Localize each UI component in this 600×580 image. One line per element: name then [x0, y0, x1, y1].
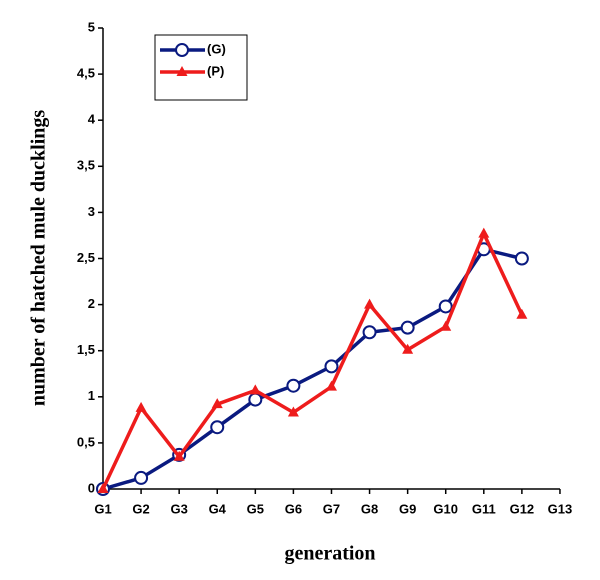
x-tick-label: G2 — [132, 501, 149, 516]
point — [438, 299, 453, 314]
x-tick-label: G9 — [399, 501, 416, 516]
y-tick-label: 1,5 — [77, 342, 95, 357]
point — [134, 470, 149, 485]
point — [440, 320, 452, 331]
legend-label: (G) — [207, 41, 226, 56]
point — [175, 43, 189, 57]
point — [400, 320, 415, 335]
point — [249, 384, 261, 395]
x-tick-label: G1 — [94, 501, 111, 516]
x-tick-label: G11 — [472, 501, 496, 516]
point — [364, 298, 376, 309]
legend-label: (P) — [207, 63, 224, 78]
y-tick-label: 0,5 — [77, 434, 95, 449]
point — [97, 483, 109, 493]
point — [516, 308, 528, 319]
y-tick-label: 4 — [88, 112, 96, 127]
x-axis-label: generation — [284, 543, 375, 565]
point — [211, 398, 223, 409]
series-line — [101, 231, 524, 490]
y-tick-label: 0 — [88, 480, 95, 495]
point — [514, 251, 529, 266]
point — [325, 380, 337, 391]
point — [210, 420, 225, 435]
y-tick-label: 3 — [88, 204, 95, 219]
y-tick-label: 2 — [88, 296, 95, 311]
x-tick-label: G6 — [285, 501, 302, 516]
x-tick-label: G10 — [433, 501, 458, 516]
y-axis-label: number of hatched mule ducklings — [28, 110, 50, 407]
point — [248, 392, 263, 407]
legend-box — [154, 34, 248, 101]
y-tick-label: 5 — [88, 19, 95, 34]
x-tick-label: G13 — [548, 501, 573, 516]
y-tick-label: 1 — [88, 388, 95, 403]
point — [173, 450, 185, 461]
series-line — [102, 247, 523, 491]
point — [402, 343, 414, 354]
y-tick-label: 4,5 — [77, 66, 95, 81]
point — [324, 359, 339, 374]
x-tick-label: G4 — [209, 501, 227, 516]
point — [287, 406, 299, 417]
point — [135, 401, 147, 412]
x-tick-label: G12 — [510, 501, 535, 516]
point — [362, 325, 377, 340]
point — [176, 66, 188, 76]
x-tick-label: G7 — [323, 501, 340, 516]
x-tick-label: G3 — [170, 501, 187, 516]
x-tick-label: G5 — [247, 501, 264, 516]
x-tick-label: G8 — [361, 501, 378, 516]
point — [286, 378, 301, 393]
y-tick-label: 2,5 — [77, 250, 95, 265]
y-tick-label: 3,5 — [77, 158, 95, 173]
point — [478, 227, 490, 238]
